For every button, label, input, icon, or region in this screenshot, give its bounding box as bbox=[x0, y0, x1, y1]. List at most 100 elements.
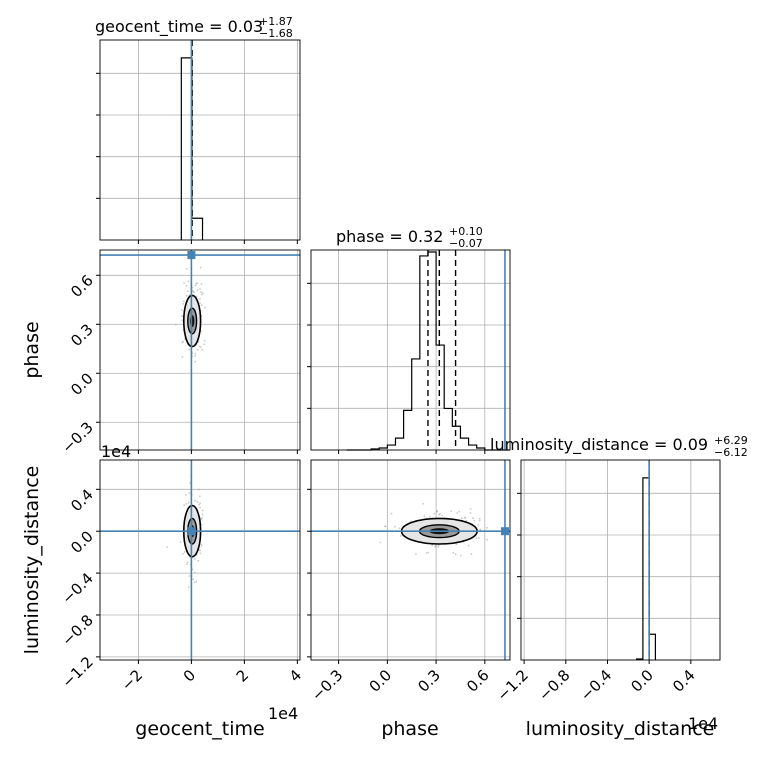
sample-point bbox=[201, 517, 204, 519]
panel-frame bbox=[99, 249, 301, 451]
sample-point bbox=[455, 543, 458, 546]
sample-point bbox=[199, 297, 201, 300]
sample-point bbox=[185, 503, 188, 505]
panel-1-0: −0.3 0.0 0.3 0.6 bbox=[58, 249, 301, 457]
tick-label-x: 0.0 bbox=[366, 666, 396, 696]
sample-point bbox=[185, 267, 188, 270]
sample-point bbox=[186, 561, 189, 564]
sample-point bbox=[475, 537, 478, 539]
sample-point bbox=[201, 292, 204, 295]
sample-point bbox=[188, 492, 191, 494]
sample-point bbox=[188, 348, 191, 351]
sample-point bbox=[199, 552, 202, 555]
sample-point bbox=[200, 523, 203, 526]
tick-label-x: 0.6 bbox=[463, 666, 493, 696]
tick-label-y: 0.4 bbox=[67, 485, 97, 515]
sample-point bbox=[425, 552, 428, 555]
tick-label-y: 0.0 bbox=[67, 527, 97, 557]
panel-frame bbox=[310, 249, 511, 451]
sample-point bbox=[431, 544, 433, 547]
sample-point bbox=[200, 291, 203, 294]
title-phase-minus: −0.07 bbox=[449, 237, 483, 250]
panel-frame bbox=[99, 459, 301, 661]
panel-1-1 bbox=[307, 249, 511, 454]
tick-label-x: 0.0 bbox=[627, 666, 657, 696]
sample-point bbox=[198, 495, 201, 498]
sample-point bbox=[194, 558, 196, 560]
sample-point bbox=[200, 304, 203, 307]
sample-point bbox=[398, 527, 401, 530]
sample-point bbox=[200, 545, 203, 547]
sample-point bbox=[486, 526, 488, 529]
xlabel-phase: phase bbox=[381, 718, 438, 740]
sample-point bbox=[199, 288, 201, 290]
sample-point bbox=[473, 519, 476, 522]
sample-point bbox=[441, 514, 444, 517]
title-geocent-time: geocent_time = 0.03 +1.87 −1.68 bbox=[95, 15, 293, 40]
title-geocent-time-minus: −1.68 bbox=[259, 27, 293, 40]
tick-label-y: 0.3 bbox=[67, 320, 97, 350]
sample-point bbox=[183, 300, 185, 302]
panel-frame bbox=[310, 459, 511, 661]
xlabel-luminosity-distance: luminosity_distance bbox=[526, 718, 715, 740]
sample-point bbox=[390, 512, 393, 515]
sample-point bbox=[187, 586, 190, 588]
sample-point bbox=[461, 517, 463, 520]
sample-point bbox=[193, 291, 195, 293]
sample-point bbox=[194, 360, 197, 363]
offset-geocent-time-x: 1e4 bbox=[268, 704, 298, 723]
sample-point bbox=[467, 544, 470, 547]
sample-point bbox=[478, 519, 481, 522]
xlabel-geocent-time: geocent_time bbox=[135, 718, 264, 740]
sample-point bbox=[198, 345, 201, 348]
sample-point bbox=[454, 553, 457, 555]
tick-label-x: −1.2 bbox=[493, 666, 531, 704]
sample-point bbox=[433, 512, 436, 515]
sample-point bbox=[182, 552, 184, 555]
title-luminosity-distance: luminosity_distance = 0.09 +6.29 −6.12 bbox=[490, 434, 748, 459]
sample-point bbox=[192, 578, 195, 581]
sample-point bbox=[186, 290, 189, 293]
sample-point bbox=[200, 283, 203, 285]
offset-luminosity-distance-x: 1e4 bbox=[688, 714, 718, 733]
sample-point bbox=[198, 488, 200, 491]
sample-point bbox=[204, 306, 206, 309]
sample-point bbox=[196, 282, 199, 284]
sample-point bbox=[185, 494, 187, 496]
title-luminosity-distance-main: luminosity_distance = 0.09 bbox=[490, 435, 708, 455]
sample-point bbox=[464, 516, 467, 519]
sample-point bbox=[478, 517, 481, 520]
sample-point bbox=[423, 515, 426, 518]
title-luminosity-distance-plus: +6.29 bbox=[714, 434, 748, 447]
sample-point bbox=[194, 354, 197, 357]
sample-point bbox=[201, 513, 204, 516]
sample-point bbox=[456, 512, 459, 514]
sample-point bbox=[486, 538, 489, 541]
title-geocent-time-main: geocent_time = 0.03 bbox=[95, 17, 263, 37]
sample-point bbox=[201, 509, 204, 512]
sample-point bbox=[185, 294, 188, 297]
tick-label-y: −0.4 bbox=[58, 569, 96, 607]
tick-label-y: −0.3 bbox=[58, 418, 96, 456]
sample-point bbox=[199, 302, 201, 304]
sample-point bbox=[436, 510, 439, 512]
panel-2-1: −0.3 0.0 0.3 0.6 bbox=[307, 459, 511, 705]
tick-label-y: 0.6 bbox=[67, 271, 97, 301]
sample-point bbox=[472, 517, 474, 520]
tick-label-y: −1.2 bbox=[58, 653, 96, 691]
sample-point bbox=[478, 537, 480, 539]
sample-point bbox=[427, 551, 430, 554]
sample-point bbox=[465, 519, 468, 522]
panel-0-0 bbox=[96, 39, 301, 244]
sample-point bbox=[199, 549, 202, 552]
sample-point bbox=[203, 339, 206, 342]
sample-point bbox=[174, 323, 177, 326]
sample-point bbox=[179, 541, 182, 543]
truth-marker bbox=[187, 251, 196, 260]
panel-frame bbox=[99, 39, 301, 241]
sample-point bbox=[193, 581, 196, 584]
sample-point bbox=[379, 541, 382, 544]
sample-point bbox=[188, 575, 191, 577]
tick-label-x: −0.4 bbox=[577, 666, 615, 704]
